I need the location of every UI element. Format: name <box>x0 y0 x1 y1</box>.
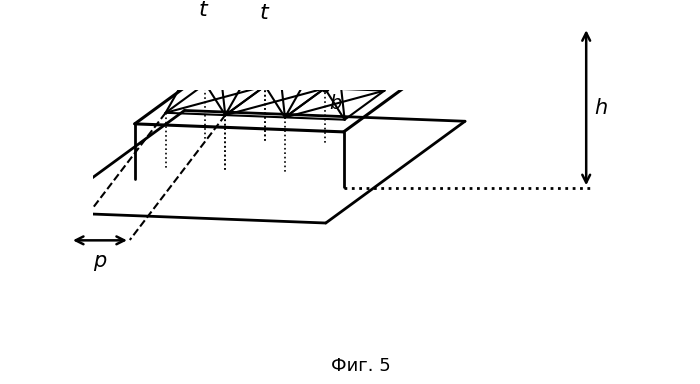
Text: t: t <box>199 0 207 20</box>
Text: h: h <box>594 98 607 118</box>
Text: b: b <box>329 94 342 113</box>
Text: p: p <box>93 251 106 271</box>
Text: Фиг. 5: Фиг. 5 <box>330 357 391 375</box>
Text: t: t <box>260 3 269 23</box>
